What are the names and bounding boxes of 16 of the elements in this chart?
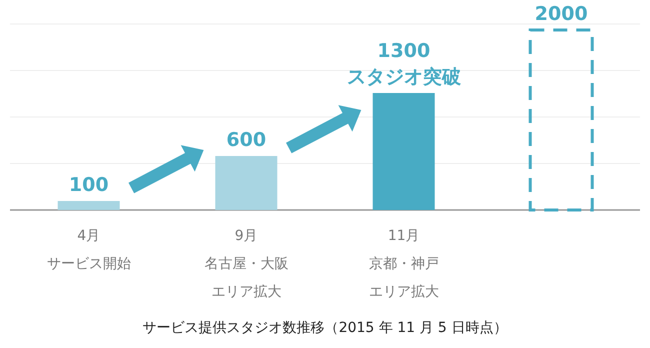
bar [528,28,594,212]
x-tick-label: 4月 [77,228,100,244]
data-label: 2000 [534,3,588,25]
text: 京都・神戸 [368,256,439,272]
text: 名古屋・大阪 [204,256,288,272]
data-label: 100 [68,174,109,196]
text: エリア拡大 [368,284,439,300]
text: サービス提供スタジオ数推移（2015 年 11 月 5 日時点） [142,320,508,336]
data-label: 1300 スタジオ突破 [346,40,462,88]
x-tick-label: 9月 [234,228,258,244]
text: サービス開始 [46,256,131,272]
data-label: 600 [226,129,266,151]
bar [215,156,278,210]
text: エリア拡大 [211,284,282,300]
x-tick-label: 11月 [388,228,420,244]
bar [58,201,120,210]
